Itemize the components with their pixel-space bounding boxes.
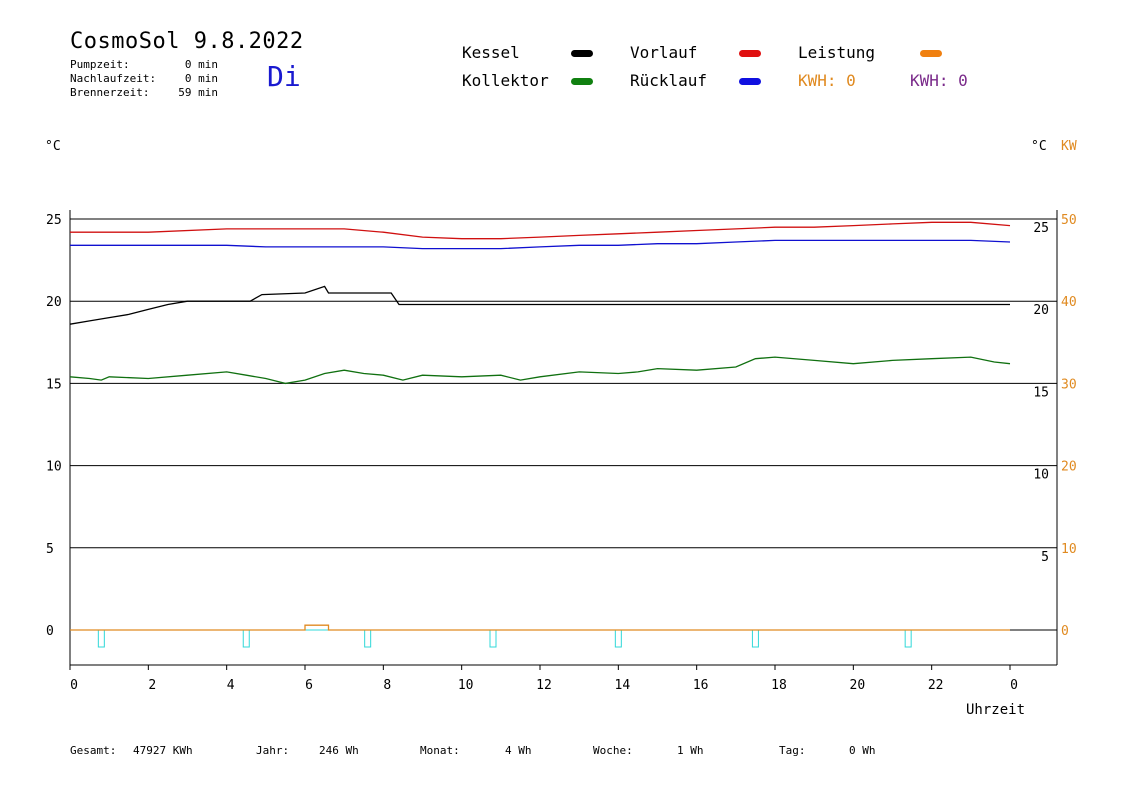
y-tick-right-temp-20: 20: [1033, 303, 1049, 318]
series-line-vorlauf: [70, 222, 1010, 238]
x-tick-label-4: 8: [383, 678, 391, 693]
y-tick-right-kw-0: 0: [1061, 624, 1069, 639]
footer-woche-value: 1 Wh: [677, 744, 704, 757]
y-tick-left-15: 15: [46, 377, 62, 392]
series-line-kollektor: [70, 357, 1010, 383]
y-tick-right-temp-15: 15: [1033, 385, 1049, 400]
pump-marker-0: [98, 630, 104, 647]
pump-marker-6: [905, 630, 911, 647]
footer-monat-label: Monat:: [420, 744, 460, 757]
x-tick-label-10: 20: [850, 678, 866, 693]
y-tick-right-kw-10: 10: [1061, 542, 1077, 557]
y-tick-right-kw-20: 20: [1061, 460, 1077, 475]
x-tick-label-7: 14: [615, 678, 631, 693]
x-tick-label-3: 6: [305, 678, 313, 693]
y-tick-right-temp-25: 25: [1033, 221, 1049, 236]
x-tick-label-5: 10: [458, 678, 474, 693]
x-axis-label: Uhrzeit: [966, 702, 1025, 718]
y-tick-right-temp-5: 5: [1041, 550, 1049, 565]
footer-woche-label: Woche:: [593, 744, 633, 757]
series-line-rücklauf: [70, 240, 1010, 248]
x-tick-label-12: 0: [1010, 678, 1018, 693]
series-line-kessel: [70, 286, 1010, 324]
pump-marker-2: [365, 630, 371, 647]
y-tick-left-5: 5: [46, 542, 54, 557]
pump-marker-1: [243, 630, 249, 647]
x-tick-label-6: 12: [536, 678, 552, 693]
pump-marker-3: [490, 630, 496, 647]
footer-tag-value: 0 Wh: [849, 744, 876, 757]
x-tick-label-9: 18: [771, 678, 787, 693]
footer-jahr-value: 246 Wh: [319, 744, 359, 757]
y-tick-left-0: 0: [46, 624, 54, 639]
y-tick-left-25: 25: [46, 213, 62, 228]
footer-gesamt-label: Gesamt:: [70, 744, 116, 757]
y-tick-left-10: 10: [46, 460, 62, 475]
y-tick-left-20: 20: [46, 295, 62, 310]
y-tick-right-kw-30: 30: [1061, 377, 1077, 392]
footer-tag-label: Tag:: [779, 744, 806, 757]
series-line-leistung: [70, 625, 1010, 630]
y-tick-right-temp-10: 10: [1033, 468, 1049, 483]
footer-jahr-label: Jahr:: [256, 744, 289, 757]
x-tick-label-11: 22: [928, 678, 944, 693]
x-tick-label-2: 4: [227, 678, 235, 693]
x-tick-label-8: 16: [693, 678, 709, 693]
x-tick-label-1: 2: [148, 678, 156, 693]
footer-gesamt-value: 47927 KWh: [133, 744, 193, 757]
y-tick-right-kw-40: 40: [1061, 295, 1077, 310]
pump-marker-5: [752, 630, 758, 647]
y-tick-right-kw-50: 50: [1061, 213, 1077, 228]
x-tick-label-0: 0: [70, 678, 78, 693]
pump-marker-4: [615, 630, 621, 647]
footer-monat-value: 4 Wh: [505, 744, 532, 757]
